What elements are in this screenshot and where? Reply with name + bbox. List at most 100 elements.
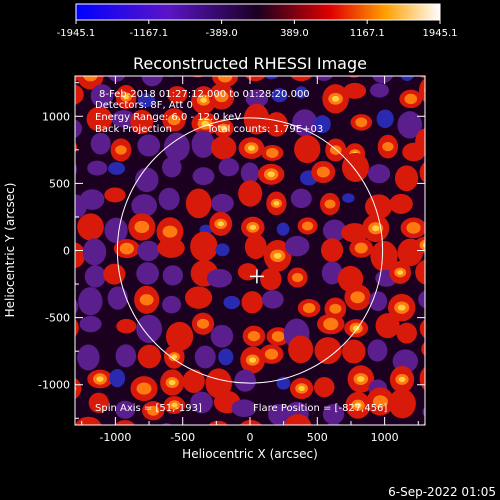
x-tick-label: 500 <box>307 431 328 444</box>
image-blob-peak <box>331 95 340 102</box>
image-blob <box>292 109 318 137</box>
image-blob <box>206 268 233 288</box>
image-blob <box>288 335 314 364</box>
image-blob-core <box>139 294 154 306</box>
image-blob <box>370 240 398 272</box>
image-blob <box>116 318 137 334</box>
image-blob-peak <box>217 221 224 227</box>
image-blob <box>419 161 425 183</box>
image-blob <box>341 223 369 243</box>
image-blob <box>240 162 260 184</box>
image-blob <box>158 187 180 211</box>
image-blob <box>211 193 234 213</box>
image-blob-core <box>167 114 181 126</box>
annotation-flare-position: Flare Position = [-827,456] <box>253 403 387 414</box>
image-blob <box>111 110 136 128</box>
image-blob <box>162 265 183 286</box>
image-blob <box>231 399 257 418</box>
image-blob <box>75 299 79 315</box>
image-blob <box>184 286 213 309</box>
image-blob-peak <box>267 171 275 178</box>
image-blob <box>137 134 161 157</box>
image-blob <box>284 414 312 425</box>
image-blob <box>271 88 288 103</box>
colorbar-tick-label: 1167.1 <box>350 28 385 39</box>
annotation-energy: Energy Range: 6.0 - 12.0 keV <box>95 112 241 123</box>
image-blob-core <box>406 222 421 234</box>
image-blob <box>82 238 107 266</box>
image-blob <box>103 263 126 285</box>
image-blob <box>190 391 213 414</box>
image-blob <box>432 219 447 236</box>
image-blob-core <box>266 147 279 159</box>
image-blob <box>75 142 78 154</box>
image-blob-core <box>291 272 304 283</box>
image-blob-peak <box>371 225 380 232</box>
image-blob-core <box>419 239 425 251</box>
image-blob <box>341 339 366 364</box>
image-blob-core <box>404 93 418 105</box>
image-blob-core <box>115 145 127 155</box>
footer-timestamp: 6-Sep-2022 01:05 <box>388 485 496 499</box>
image-blob <box>79 315 102 333</box>
image-blob <box>245 89 269 108</box>
image-blob <box>415 128 425 155</box>
image-blob <box>51 429 73 447</box>
image-blob <box>419 366 425 391</box>
image-blob <box>104 217 128 244</box>
image-blob-core <box>162 225 178 238</box>
image-blob <box>264 76 279 80</box>
image-blob-peak <box>249 224 257 230</box>
image-blob <box>365 194 393 219</box>
image-blob <box>87 160 108 176</box>
image-blob-core <box>83 76 98 82</box>
image-blob-peak <box>123 94 129 100</box>
image-blob <box>294 86 308 99</box>
image-blob <box>415 259 425 285</box>
image-blob <box>400 76 414 82</box>
colorbar-tick-label: -389.0 <box>205 28 237 39</box>
image-blob <box>90 132 111 155</box>
x-tick-label: 1000 <box>371 431 399 444</box>
image-blob-peak <box>429 347 435 352</box>
image-blob <box>190 231 218 262</box>
image-blob <box>313 115 331 134</box>
image-blob <box>238 180 263 207</box>
image-blob <box>341 152 370 183</box>
image-blob <box>290 188 312 209</box>
x-tick-label: -500 <box>170 431 195 444</box>
image-blob-peak <box>247 145 256 151</box>
image-blob-core <box>355 117 368 128</box>
colorbar-ticks: -1945.1 -1167.1 -389.0 389.0 1167.1 1945.1 <box>57 20 458 39</box>
image-blob <box>192 167 215 186</box>
image-blob <box>419 319 425 339</box>
image-blob <box>342 193 355 203</box>
image-blob <box>131 194 158 217</box>
image-blob <box>210 135 237 160</box>
image-blob-peak <box>298 385 305 391</box>
image-blob-core <box>271 331 285 342</box>
annotation-detectors: Detectors: 8F, Att 0 <box>95 100 193 111</box>
image-blob <box>376 109 394 129</box>
image-blob <box>237 263 258 281</box>
image-blob <box>165 321 194 352</box>
image-blob <box>389 193 413 214</box>
image-blob <box>375 313 400 339</box>
image-blob <box>314 76 334 81</box>
y-tick-label: 0 <box>63 245 70 258</box>
image-blob <box>371 76 394 84</box>
image-blob <box>182 369 205 393</box>
image-blob-peak <box>354 402 362 409</box>
image-blob <box>418 290 425 309</box>
image-blob <box>368 291 388 312</box>
image-blob-core <box>147 405 160 416</box>
image-blob <box>394 165 419 192</box>
image-blob <box>75 84 84 105</box>
image-blob <box>75 416 102 425</box>
image-blob <box>321 261 343 285</box>
image-blob <box>75 119 83 138</box>
image-blob-peak <box>249 357 257 363</box>
image-blob-core <box>217 76 233 83</box>
image-blob <box>419 76 425 79</box>
image-blob <box>79 189 105 210</box>
